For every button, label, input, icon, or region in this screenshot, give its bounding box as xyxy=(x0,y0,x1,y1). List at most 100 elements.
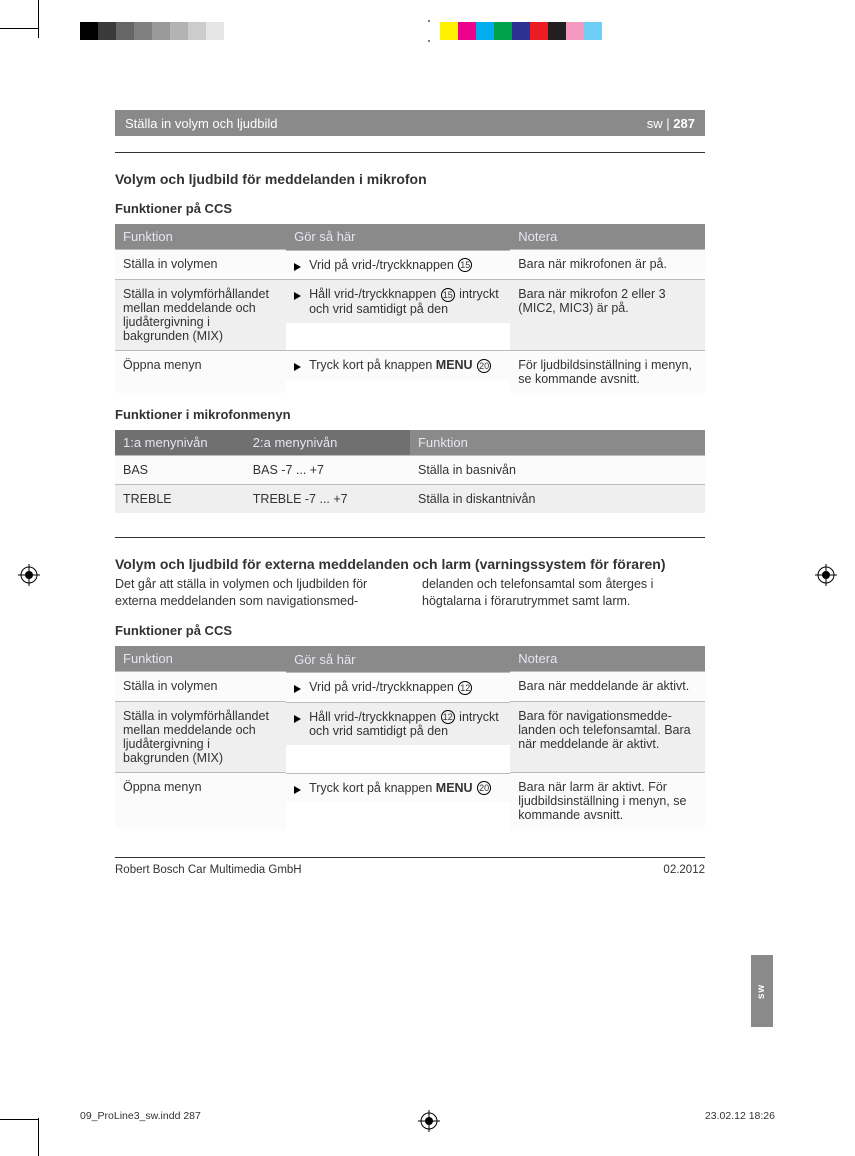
color-swatch xyxy=(386,22,404,40)
table-cell: BAS -7 ... +7 xyxy=(245,455,410,484)
heading-external: Volym och ljudbild för externa meddeland… xyxy=(115,556,705,572)
table-cell-action: Håll vrid-/tryckknappen 12 intryckt och … xyxy=(286,702,510,746)
table-cell: TREBLE -7 ... +7 xyxy=(245,484,410,513)
table-cell-note: Bara när larm är aktivt. För ljudbildsin… xyxy=(510,773,705,830)
color-swatch xyxy=(116,22,134,40)
color-swatch xyxy=(350,22,368,40)
color-swatch xyxy=(530,22,548,40)
color-swatch xyxy=(368,22,386,40)
crop-mark-bl xyxy=(0,1096,48,1144)
subheading-mic-menu: Funktioner i mikrofonmenyn xyxy=(115,407,705,422)
page-footer: Robert Bosch Car Multimedia GmbH 02.2012 xyxy=(115,857,705,876)
table-cell: BAS xyxy=(115,455,245,484)
table-cell-function: Ställa in volymen xyxy=(115,250,286,280)
table-cell-action: Vrid på vrid-/tryckknappen 15 xyxy=(286,250,510,280)
table-ccs-functions-mic: FunktionGör så härNotera Ställa in volyme… xyxy=(115,224,705,393)
table-header: Funktion xyxy=(115,646,286,672)
table-cell-action: Tryck kort på knappen MENU 20 xyxy=(286,773,510,803)
table-header: Gör så här xyxy=(286,224,510,250)
body-external: Det går att ställa in volymen och ljudbi… xyxy=(115,576,705,610)
table-cell-function: Ställa in volymförhållan­det mellan medd… xyxy=(115,279,286,350)
indesign-slug: 09_ProLine3_sw.indd 287 23.02.12 18:26 xyxy=(80,1110,775,1122)
table-header: Notera xyxy=(510,224,705,250)
color-swatch xyxy=(584,22,602,40)
arrow-icon xyxy=(294,786,301,794)
ref-number-icon: 15 xyxy=(441,288,455,302)
table-cell-note: Bara för navigationsmedde­landen och tel… xyxy=(510,702,705,773)
color-swatch xyxy=(170,22,188,40)
page-header-title: Ställa in volym och ljudbild xyxy=(125,116,277,131)
color-swatch xyxy=(206,22,224,40)
page-number: sw | 287 xyxy=(647,116,695,131)
table-cell-function: Öppna menyn xyxy=(115,350,286,393)
color-swatch xyxy=(422,22,440,40)
table-header: Notera xyxy=(510,646,705,672)
table-ccs-functions-external: FunktionGör så härNotera Ställa in volyme… xyxy=(115,646,705,829)
registration-mark-right xyxy=(815,564,837,586)
color-swatch xyxy=(476,22,494,40)
color-swatch xyxy=(98,22,116,40)
language-side-tab: sw xyxy=(751,955,773,1027)
table-cell-note: Bara när mikrofon 2 eller 3 (MIC2, MIC3)… xyxy=(510,279,705,350)
table-cell-action: Vrid på vrid-/tryckknappen 12 xyxy=(286,672,510,702)
color-swatch xyxy=(152,22,170,40)
ref-number-icon: 12 xyxy=(458,681,472,695)
table-cell-action: Håll vrid-/tryckknappen 15 intryckt och … xyxy=(286,279,510,323)
footer-company: Robert Bosch Car Multimedia GmbH xyxy=(115,864,302,876)
ref-number-icon: 20 xyxy=(477,359,491,373)
table-header: Funktion xyxy=(410,430,705,456)
table-cell-function: Ställa in volymen xyxy=(115,672,286,702)
subheading-ccs-2: Funktioner på CCS xyxy=(115,623,705,638)
color-swatch xyxy=(566,22,584,40)
color-swatch xyxy=(188,22,206,40)
print-color-bar xyxy=(80,22,775,40)
table-cell-note: Bara när mikrofonen är på. xyxy=(510,250,705,280)
color-swatch xyxy=(512,22,530,40)
color-swatch xyxy=(134,22,152,40)
color-swatch xyxy=(242,22,260,40)
table-cell: TREBLE xyxy=(115,484,245,513)
indesign-timestamp: 23.02.12 18:26 xyxy=(705,1110,775,1122)
table-cell: Ställa in basnivån xyxy=(410,455,705,484)
color-swatch xyxy=(314,22,332,40)
heading-mic: Volym och ljudbild för meddelanden i mik… xyxy=(115,171,705,187)
table-cell-function: Ställa in volymförhållan­det mellan medd… xyxy=(115,702,286,773)
color-swatch xyxy=(260,22,278,40)
table-cell-function: Öppna menyn xyxy=(115,773,286,830)
arrow-icon xyxy=(294,715,301,723)
page-header-bar: Ställa in volym och ljudbild sw | 287 xyxy=(115,110,705,136)
table-header: Funktion xyxy=(115,224,286,250)
arrow-icon xyxy=(294,263,301,271)
color-swatch xyxy=(548,22,566,40)
ref-number-icon: 20 xyxy=(477,781,491,795)
color-swatch xyxy=(296,22,314,40)
color-swatch xyxy=(458,22,476,40)
registration-mark-left xyxy=(18,564,40,586)
color-swatch xyxy=(602,22,620,40)
color-swatch xyxy=(494,22,512,40)
color-swatch xyxy=(620,22,638,40)
table-cell-action: Tryck kort på knappen MENU 20 xyxy=(286,350,510,380)
subheading-ccs-1: Funktioner på CCS xyxy=(115,201,705,216)
arrow-icon xyxy=(294,685,301,693)
table-mic-menu: 1:a menynivån2:a menynivånFunktion BASBAS… xyxy=(115,430,705,513)
color-swatch xyxy=(638,22,656,40)
ref-number-icon: 15 xyxy=(458,258,472,272)
footer-date: 02.2012 xyxy=(663,864,705,876)
table-header: 1:a menynivån xyxy=(115,430,245,456)
crop-mark-tl xyxy=(0,28,48,76)
table-header: Gör så här xyxy=(286,646,510,672)
arrow-icon xyxy=(294,363,301,371)
color-swatch xyxy=(224,22,242,40)
ref-number-icon: 12 xyxy=(441,710,455,724)
color-swatch xyxy=(440,22,458,40)
table-cell: Ställa in diskantnivån xyxy=(410,484,705,513)
arrow-icon xyxy=(294,292,301,300)
color-swatch xyxy=(80,22,98,40)
color-swatch xyxy=(278,22,296,40)
table-header: 2:a menynivån xyxy=(245,430,410,456)
table-cell-note: Bara när meddelande är aktivt. xyxy=(510,672,705,702)
indesign-file: 09_ProLine3_sw.indd 287 xyxy=(80,1110,201,1122)
color-swatch xyxy=(332,22,350,40)
color-swatch xyxy=(404,22,422,40)
